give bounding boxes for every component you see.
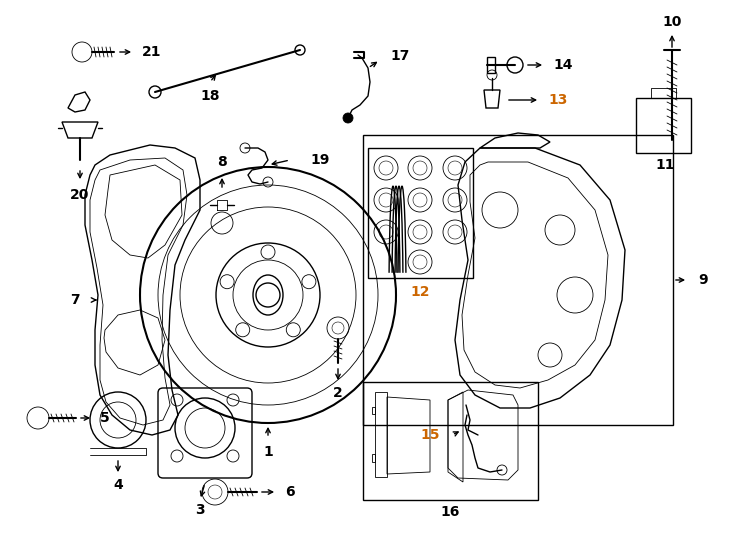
Text: 1: 1	[263, 445, 273, 459]
Text: 15: 15	[421, 428, 440, 442]
Text: 11: 11	[655, 158, 675, 172]
Text: 19: 19	[310, 153, 330, 167]
Text: 16: 16	[440, 505, 459, 519]
Text: 9: 9	[698, 273, 708, 287]
Text: 12: 12	[410, 285, 429, 299]
Text: 6: 6	[285, 485, 294, 499]
Text: 20: 20	[70, 188, 90, 202]
Text: 13: 13	[548, 93, 567, 107]
Bar	[368, 148, 473, 278]
Text: 21: 21	[142, 45, 161, 59]
Text: 18: 18	[200, 89, 219, 103]
Text: 14: 14	[553, 58, 573, 72]
Circle shape	[343, 113, 353, 123]
Text: 7: 7	[70, 293, 80, 307]
Bar	[363, 135, 673, 425]
Text: 17: 17	[390, 49, 410, 63]
Bar	[636, 98, 691, 153]
Bar	[363, 382, 538, 500]
Text: 8: 8	[217, 155, 227, 169]
Text: 10: 10	[662, 15, 682, 29]
Text: 5: 5	[100, 411, 110, 425]
Text: 3: 3	[195, 503, 205, 517]
Text: 2: 2	[333, 386, 343, 400]
Text: 4: 4	[113, 478, 123, 492]
